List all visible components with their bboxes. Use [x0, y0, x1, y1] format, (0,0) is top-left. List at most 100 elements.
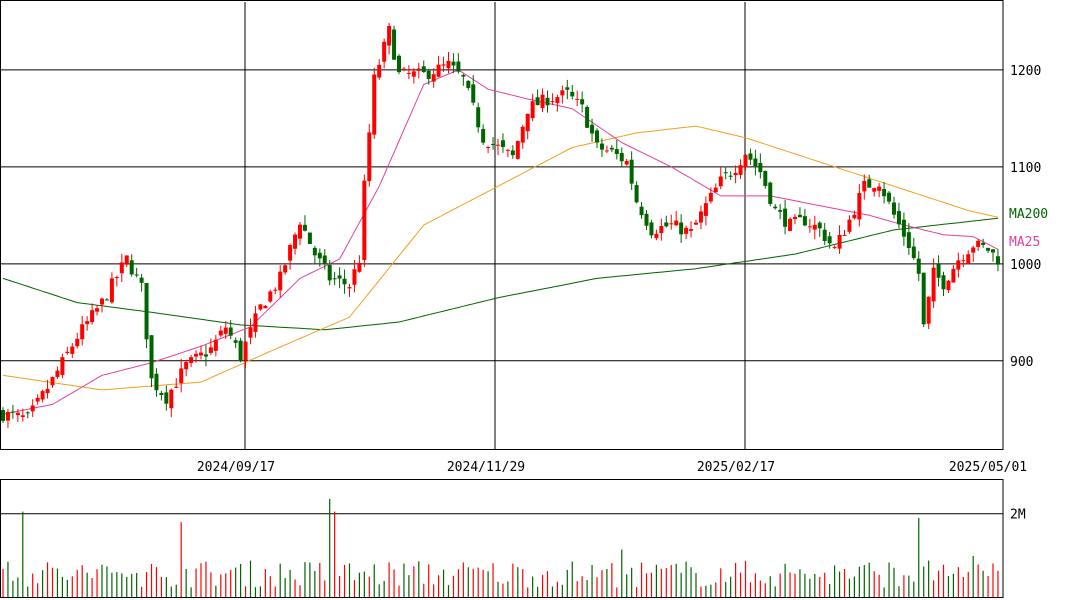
candle-body — [545, 97, 550, 106]
candle-body — [812, 224, 817, 230]
candle-body — [619, 153, 624, 162]
date-tick-label: 2025/02/17 — [697, 460, 775, 475]
candle-body — [797, 214, 802, 218]
candle-body — [817, 222, 822, 229]
candle-body — [550, 101, 555, 103]
candle-body — [164, 392, 169, 404]
candle-body — [60, 357, 65, 375]
candle-body — [119, 262, 124, 274]
candle-body — [614, 149, 619, 154]
candle-body — [862, 180, 867, 192]
candle-body — [847, 219, 852, 232]
candle-body — [144, 282, 149, 340]
candle-body — [832, 247, 837, 249]
candle-body — [837, 234, 842, 249]
candle-body — [946, 280, 951, 291]
ma75-line — [2, 125, 999, 391]
candle-body — [748, 153, 753, 160]
volume-axis: 2M — [1010, 508, 1026, 523]
candle-body — [778, 210, 783, 212]
candle-body — [491, 144, 496, 146]
volume-tick-label: 2M — [1010, 508, 1026, 523]
candle-body — [669, 223, 674, 225]
candle-body — [35, 397, 40, 402]
price-panel-border — [0, 0, 1004, 450]
candle-body — [738, 165, 743, 175]
volume-panel-border — [0, 479, 1004, 598]
candle-body — [129, 260, 134, 275]
ma200-line — [2, 217, 999, 331]
candle-body — [357, 262, 362, 272]
candle-body — [332, 278, 337, 280]
candle-body — [342, 278, 347, 285]
legend-label: MA200 — [1009, 207, 1048, 222]
candle-body — [530, 101, 535, 119]
candle-body — [20, 415, 25, 418]
candle-body — [926, 296, 931, 324]
candle-body — [80, 324, 85, 340]
candle-body — [991, 249, 995, 253]
candle-body — [788, 218, 793, 231]
candle-body — [288, 245, 293, 261]
candle-body — [956, 260, 961, 270]
candle-body — [387, 25, 392, 46]
candle-body — [906, 232, 911, 248]
candle-body — [238, 340, 243, 360]
candle-body — [689, 229, 694, 231]
candle-body — [194, 353, 199, 357]
candle-body — [728, 175, 733, 177]
candle-body — [877, 186, 882, 191]
candle-body — [258, 304, 263, 310]
candle-body — [654, 233, 659, 239]
price-tick-label: 1100 — [1010, 161, 1041, 176]
candle-body — [867, 179, 872, 188]
candle-body — [406, 73, 411, 75]
candle-body — [243, 341, 248, 361]
candle-body — [505, 149, 510, 151]
candle-body — [595, 130, 599, 143]
candle-body — [268, 291, 273, 302]
chart-frame — [0, 0, 1004, 598]
candle-body — [233, 340, 238, 343]
candle-body — [362, 180, 367, 261]
candle-body — [184, 362, 189, 370]
candle-body — [337, 275, 342, 279]
candle-body — [921, 272, 926, 325]
candle-body — [327, 264, 332, 281]
candle-body — [411, 71, 416, 77]
candle-body — [100, 298, 104, 305]
date-tick-label: 2024/09/17 — [197, 460, 275, 475]
date-axis: 2024/09/17 2024/11/29 2025/02/17 2025/05/01 — [197, 460, 1027, 475]
candle-body — [629, 159, 634, 184]
candle-body — [857, 193, 862, 220]
candle-body — [644, 213, 649, 226]
candle-body — [510, 150, 515, 156]
candle-body — [931, 267, 936, 302]
candle-body — [555, 97, 560, 104]
candle-body — [436, 64, 441, 77]
candle-body — [827, 236, 832, 244]
candle-body — [535, 97, 540, 106]
candle-body — [65, 351, 70, 354]
candle-body — [189, 357, 194, 364]
candle-body — [718, 176, 723, 187]
candle-body — [966, 254, 971, 264]
candle-body — [134, 274, 139, 276]
price-tick-label: 1200 — [1010, 64, 1041, 79]
candle-body — [500, 140, 505, 148]
candle-body — [1, 410, 5, 421]
candle-body — [75, 338, 80, 347]
candle-body — [842, 234, 847, 236]
candle-body — [199, 352, 203, 356]
candle-body — [570, 91, 575, 97]
moving-average-lines — [2, 69, 999, 415]
candle-body — [179, 368, 184, 384]
candle-body — [456, 61, 461, 72]
candle-body — [916, 258, 921, 274]
candle-body — [476, 107, 481, 128]
candle-body — [684, 227, 689, 234]
price-tick-label: 900 — [1010, 355, 1033, 370]
candle-body — [253, 313, 258, 332]
candle-body — [213, 339, 218, 351]
